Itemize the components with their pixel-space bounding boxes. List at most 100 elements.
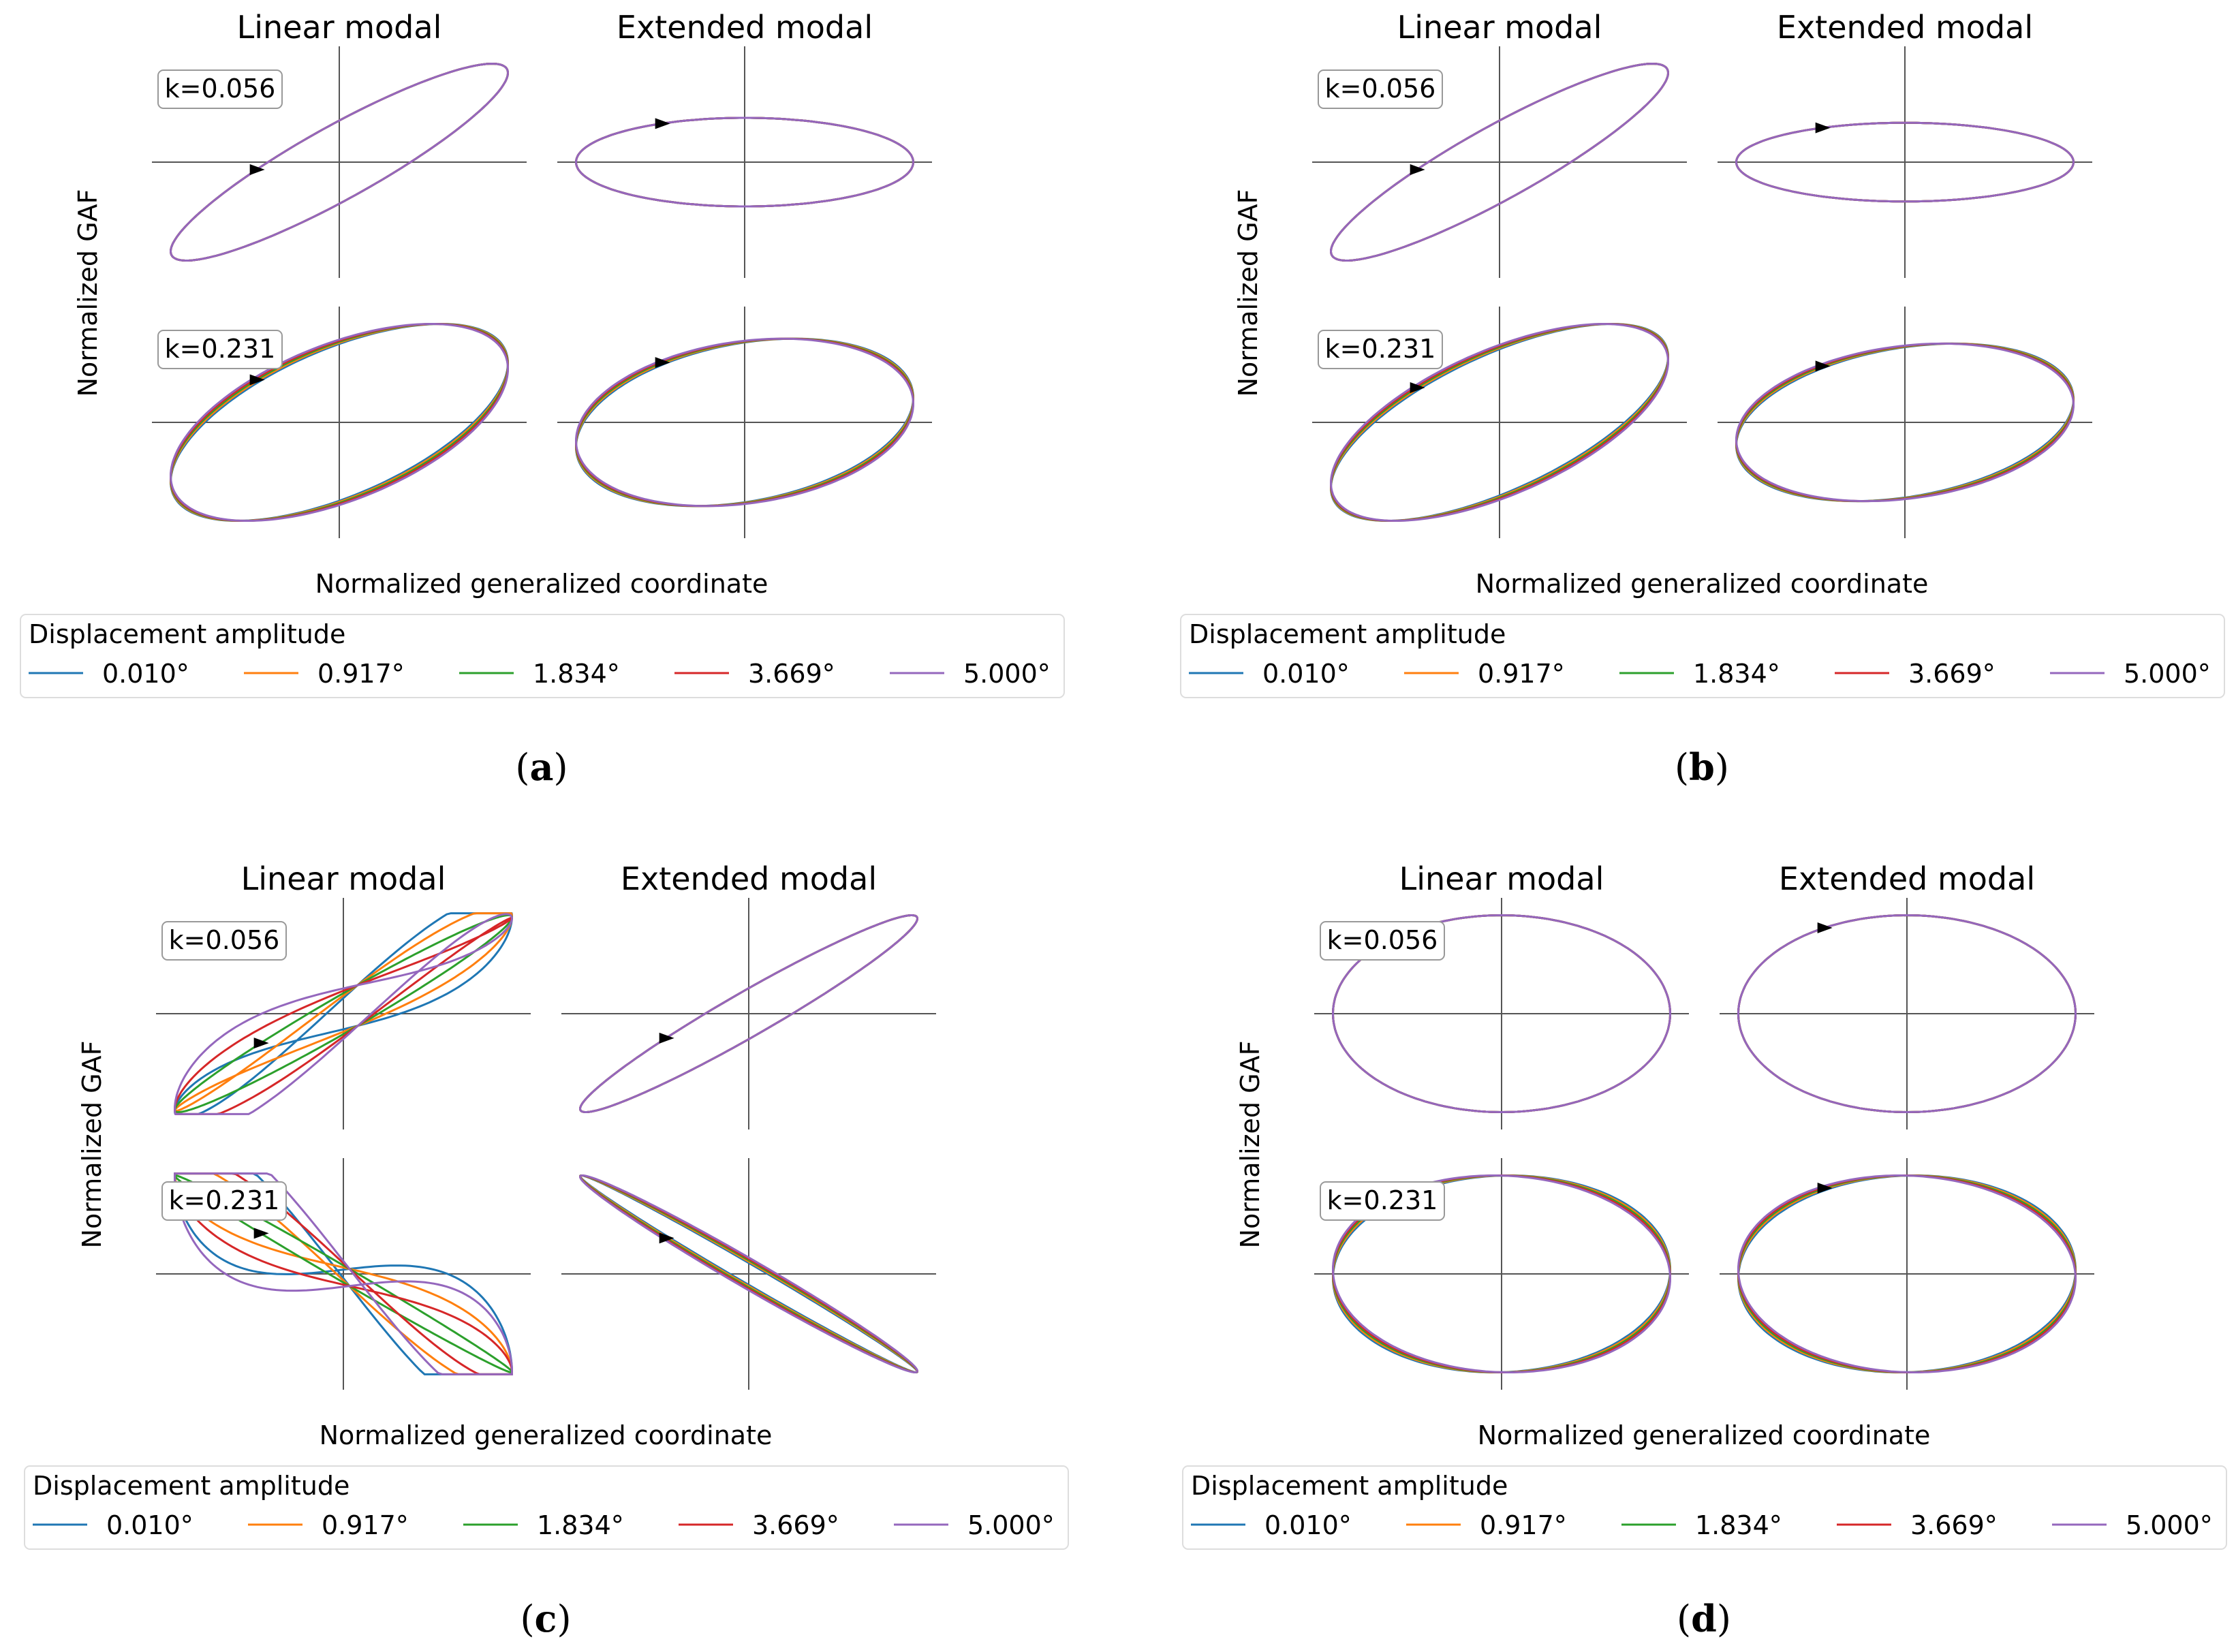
ylabel: Normalized GAF	[77, 1041, 107, 1249]
col-title-extended: Extended modal	[1777, 9, 2033, 46]
legend-item-1: 0.917°	[1480, 1510, 1567, 1540]
series-line-4	[169, 62, 509, 262]
col-title-linear: Linear modal	[1397, 9, 1602, 46]
legend-box	[1180, 614, 2225, 698]
legend: Displacement amplitude 0.010° 0.917° 1.834°…	[20, 614, 1065, 698]
k-label-box	[161, 1181, 287, 1221]
k-label: k=0.231	[1327, 1185, 1438, 1215]
legend-item-4: 5.000°	[967, 1510, 1055, 1540]
legend-item-1: 0.917°	[322, 1510, 409, 1540]
legend-item-2: 1.834°	[537, 1510, 624, 1540]
legend-item-2: 1.834°	[1693, 659, 1780, 689]
k-label-box	[157, 330, 283, 369]
col-title-linear: Linear modal	[1399, 860, 1604, 897]
xlabel: Normalized generalized coordinate	[320, 1420, 773, 1450]
panel-caption: (a)	[515, 745, 568, 789]
subplot-1	[1718, 46, 2092, 278]
direction-arrow	[655, 118, 670, 129]
panel-caption: (c)	[520, 1597, 571, 1640]
k-label: k=0.056	[1327, 925, 1438, 955]
panel-d: Linear modal Extended modal Normalized GAF…	[1182, 860, 2227, 1640]
direction-arrow	[253, 1038, 269, 1049]
series-line-4	[1331, 914, 1671, 1114]
panel-caption: (d)	[1677, 1597, 1731, 1640]
legend-title: Displacement amplitude	[29, 619, 345, 649]
subplot-2: k=0.231	[152, 307, 527, 538]
ylabel: Normalized GAF	[1233, 189, 1263, 397]
direction-arrow	[655, 357, 670, 369]
series-line-4	[1329, 322, 1669, 523]
subplot-2: k=0.231	[1314, 1158, 1689, 1390]
col-title-linear: Linear modal	[237, 9, 442, 46]
k-label-box	[1320, 921, 1445, 961]
k-label-box	[1320, 1181, 1445, 1221]
panel-c: Linear modal Extended modal Normalized GAF…	[24, 860, 1069, 1640]
subplot-0: k=0.056	[152, 46, 527, 278]
col-title-linear: Linear modal	[241, 860, 446, 897]
direction-arrow	[1815, 122, 1831, 134]
direction-arrow	[249, 374, 265, 386]
subplot-3	[1720, 1158, 2094, 1390]
k-label: k=0.056	[1325, 74, 1436, 104]
series-line-4	[1737, 914, 2077, 1114]
direction-arrow	[1410, 382, 1425, 394]
k-label-box	[161, 921, 287, 961]
subplot-3	[557, 307, 932, 538]
panel-a: Linear modal Extended modal Normalized GAF…	[20, 9, 1065, 789]
subplot-0: k=0.056	[1312, 46, 1687, 278]
direction-arrow	[1817, 922, 1833, 934]
legend-box	[24, 1465, 1069, 1550]
subplot-1	[561, 898, 936, 1129]
xlabel: Normalized generalized coordinate	[315, 569, 768, 599]
subplot-2: k=0.231	[1312, 307, 1687, 538]
legend-item-4: 5.000°	[963, 659, 1051, 689]
subplot-3	[1718, 307, 2092, 538]
k-label: k=0.231	[1325, 334, 1436, 364]
legend-item-3: 3.669°	[752, 1510, 839, 1540]
series-line-4	[173, 913, 513, 1115]
subplot-0: k=0.056	[1314, 898, 1689, 1129]
series-line-4	[1737, 1174, 2077, 1373]
legend-item-3: 3.669°	[748, 659, 835, 689]
subplot-3	[561, 1158, 936, 1390]
series-line-4	[574, 337, 914, 508]
panel-caption: (b)	[1675, 745, 1729, 789]
series-line-4	[173, 1172, 513, 1375]
k-label: k=0.056	[169, 925, 280, 955]
direction-arrow	[1817, 1183, 1833, 1194]
legend-item-2: 1.834°	[1695, 1510, 1782, 1540]
series-line-4	[1331, 1174, 1671, 1373]
direction-arrow	[253, 1228, 269, 1239]
subplot-0: k=0.056	[156, 898, 531, 1129]
series-line-4	[574, 116, 914, 208]
direction-arrow	[249, 163, 265, 175]
series-line-4	[1735, 121, 2075, 203]
k-label-box	[1318, 69, 1443, 109]
panel-b: Linear modal Extended modal Normalized GAF…	[1180, 9, 2225, 789]
legend-item-4: 5.000°	[2126, 1510, 2213, 1540]
direction-arrow	[1410, 163, 1425, 175]
legend-item-0: 0.010°	[1264, 1510, 1352, 1540]
xlabel: Normalized generalized coordinate	[1476, 569, 1929, 599]
direction-arrow	[1815, 360, 1831, 372]
direction-arrow	[659, 1232, 674, 1244]
col-title-extended: Extended modal	[621, 860, 877, 897]
series-line-4	[578, 1174, 918, 1373]
legend-title: Displacement amplitude	[1191, 1471, 1508, 1501]
series-line-4	[169, 323, 509, 522]
series-line-4	[1329, 62, 1669, 262]
legend-item-1: 0.917°	[317, 659, 405, 689]
k-label: k=0.231	[165, 334, 276, 364]
subplot-2: k=0.231	[156, 1158, 531, 1390]
k-label-box	[1318, 330, 1443, 369]
col-title-extended: Extended modal	[1779, 860, 2035, 897]
legend-item-4: 5.000°	[2124, 659, 2211, 689]
legend-item-3: 3.669°	[1910, 1510, 1998, 1540]
k-label: k=0.056	[165, 74, 276, 104]
legend-item-0: 0.010°	[106, 1510, 193, 1540]
legend-title: Displacement amplitude	[1189, 619, 1506, 649]
k-label-box	[157, 69, 283, 109]
series-line-4	[1735, 342, 2075, 503]
legend-item-1: 0.917°	[1478, 659, 1565, 689]
